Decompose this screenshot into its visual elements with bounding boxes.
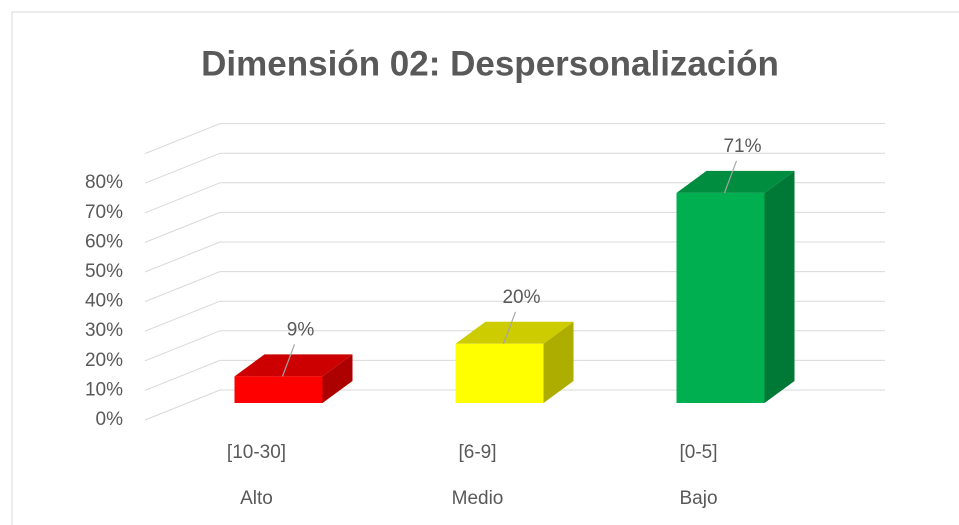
grid-line bbox=[144, 182, 221, 214]
leader-line bbox=[281, 344, 296, 377]
grid-line bbox=[144, 152, 221, 184]
grid-line bbox=[144, 359, 221, 391]
grid-line bbox=[144, 271, 221, 303]
grid-line bbox=[144, 211, 221, 243]
y-tick-label: 50% bbox=[85, 261, 123, 282]
value-label: 20% bbox=[502, 287, 540, 308]
grid-line bbox=[144, 389, 221, 421]
bar bbox=[455, 343, 544, 403]
value-label: 9% bbox=[287, 319, 315, 340]
x-group-label: Bajo bbox=[679, 488, 717, 509]
bar-side bbox=[322, 354, 353, 403]
x-tick-label: [0-5] bbox=[679, 442, 717, 463]
y-tick-label: 40% bbox=[85, 291, 123, 312]
bar-side bbox=[764, 170, 795, 403]
bar-top bbox=[234, 354, 353, 377]
bar-side bbox=[543, 321, 574, 403]
x-group-label: Medio bbox=[452, 488, 504, 509]
grid-line bbox=[144, 330, 221, 362]
bar-top bbox=[455, 321, 574, 344]
x-tick-label: [10-30] bbox=[227, 442, 286, 463]
x-tick-label: [6-9] bbox=[458, 442, 496, 463]
y-tick-label: 10% bbox=[85, 379, 123, 400]
y-tick-label: 70% bbox=[85, 202, 123, 223]
bar bbox=[676, 192, 765, 403]
bar-top bbox=[676, 170, 795, 193]
grid-line bbox=[144, 300, 221, 332]
y-tick-label: 30% bbox=[85, 320, 123, 341]
y-tick-label: 80% bbox=[85, 172, 123, 193]
chart-border bbox=[11, 11, 959, 525]
y-tick-label: 20% bbox=[85, 350, 123, 371]
leader-line bbox=[502, 311, 517, 345]
bar bbox=[234, 376, 323, 403]
leader-line bbox=[723, 160, 738, 194]
grid-line bbox=[144, 123, 221, 155]
chart-title: Dimensión 02: Despersonalización bbox=[201, 44, 779, 83]
x-group-label: Alto bbox=[240, 488, 273, 509]
y-tick-label: 0% bbox=[96, 409, 124, 430]
y-tick-label: 60% bbox=[85, 231, 123, 252]
grid-line bbox=[144, 241, 221, 273]
value-label: 71% bbox=[723, 136, 761, 157]
